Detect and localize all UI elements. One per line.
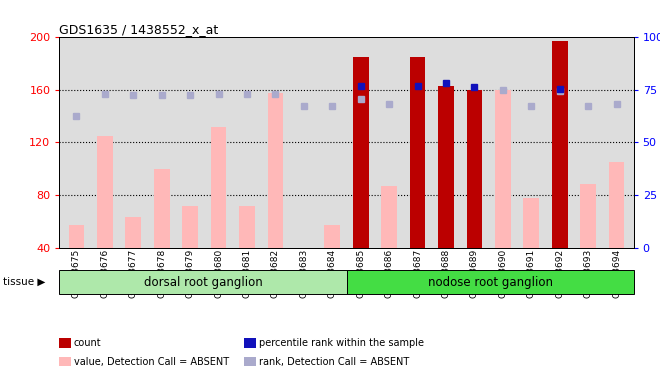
Bar <box>438 86 454 248</box>
Bar <box>211 127 226 248</box>
Bar <box>59 270 346 294</box>
Bar <box>580 184 596 248</box>
Bar <box>267 93 283 248</box>
Bar <box>97 136 113 248</box>
Text: value, Detection Call = ABSENT: value, Detection Call = ABSENT <box>74 357 229 366</box>
Text: dorsal root ganglion: dorsal root ganglion <box>144 276 262 289</box>
Bar <box>239 206 255 248</box>
Text: percentile rank within the sample: percentile rank within the sample <box>259 338 424 348</box>
Bar <box>353 57 368 248</box>
Bar <box>182 206 198 248</box>
Bar <box>523 198 539 248</box>
Bar <box>467 90 482 248</box>
Bar <box>410 57 426 248</box>
Bar <box>609 162 624 248</box>
Bar <box>325 225 340 248</box>
Bar <box>154 169 170 248</box>
Bar <box>552 41 568 248</box>
Text: count: count <box>74 338 102 348</box>
Text: rank, Detection Call = ABSENT: rank, Detection Call = ABSENT <box>259 357 409 366</box>
Bar <box>346 270 634 294</box>
Bar <box>381 186 397 248</box>
Bar <box>125 217 141 248</box>
Bar <box>69 225 84 248</box>
Text: tissue ▶: tissue ▶ <box>3 277 46 287</box>
Text: nodose root ganglion: nodose root ganglion <box>428 276 552 289</box>
Bar <box>495 90 511 248</box>
Text: GDS1635 / 1438552_x_at: GDS1635 / 1438552_x_at <box>59 23 218 36</box>
